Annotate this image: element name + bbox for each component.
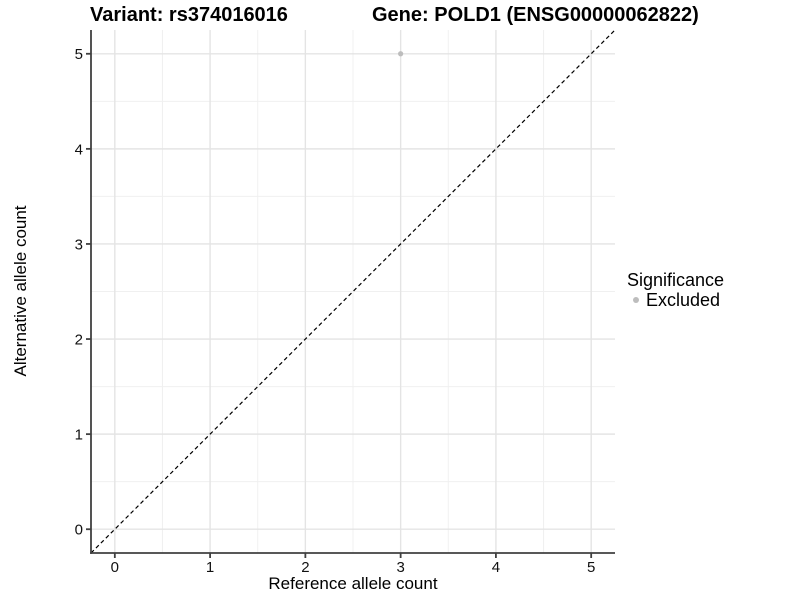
y-tick-label: 0 <box>75 522 83 539</box>
x-tick-label: 3 <box>396 559 404 576</box>
plot-title-gene: Gene: POLD1 (ENSG00000062822) <box>372 4 699 26</box>
y-axis-title: Alternative allele count <box>11 205 30 376</box>
y-tick-label: 1 <box>75 427 83 444</box>
x-tick-label: 0 <box>111 559 119 576</box>
y-tick-label: 4 <box>75 141 83 158</box>
y-tick-label: 5 <box>75 46 83 63</box>
plot-title-variant: Variant: rs374016016 <box>90 4 288 26</box>
legend-item-excluded: Excluded <box>627 290 724 310</box>
y-tick-label: 3 <box>75 236 83 253</box>
legend-title: Significance <box>627 270 725 290</box>
legend-item-label: Excluded <box>646 289 721 310</box>
data-point <box>398 51 404 57</box>
x-tick-label: 5 <box>587 559 595 576</box>
x-tick-label: 4 <box>492 559 500 576</box>
x-tick-label: 1 <box>206 559 214 576</box>
y-tick-label: 2 <box>75 331 83 348</box>
legend-point-swatch-icon <box>633 297 639 303</box>
legend-significance: Significance Excluded <box>627 270 724 310</box>
x-tick-label: 2 <box>301 559 309 576</box>
x-axis-title: Reference allele count <box>268 574 437 593</box>
identity-line <box>91 30 615 553</box>
